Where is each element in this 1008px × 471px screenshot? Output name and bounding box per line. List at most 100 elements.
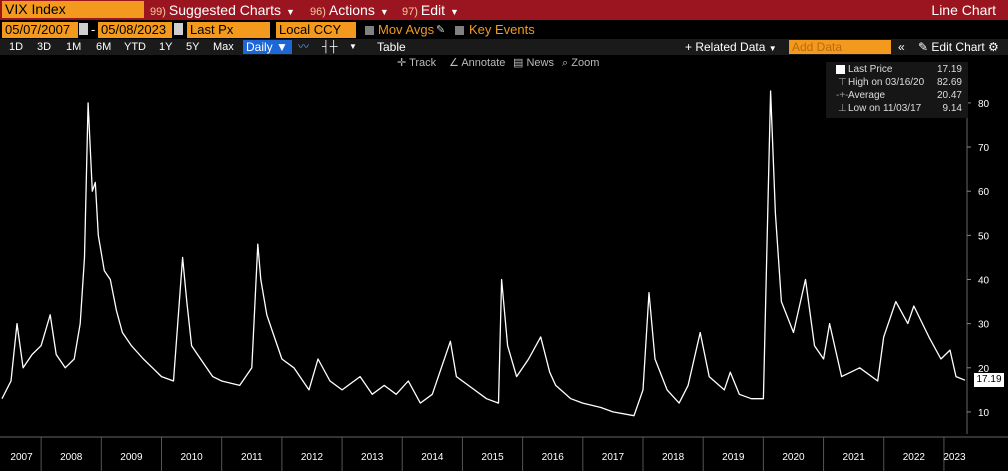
crosshair-icon: ✛: [397, 57, 407, 69]
mov-avgs-checkbox[interactable]: [365, 26, 374, 35]
x-tick-label: 2021: [843, 452, 866, 463]
y-tick-label: 20: [978, 364, 990, 375]
legend-value: 20.47: [936, 90, 962, 101]
y-tick-label: 50: [978, 231, 990, 242]
x-tick-label: 2023: [943, 452, 966, 463]
magnifier-icon: ⌕: [562, 57, 569, 69]
legend-panel: Last Price 17.19 ⊤ High on 03/16/20 82.6…: [826, 62, 968, 118]
chart-series: [1, 90, 966, 417]
x-axis: 2007 2008 2009 2010 2011 2012 2013 2014 2015 2016…: [0, 436, 1008, 471]
legend-label: High on 03/16/20: [848, 77, 925, 88]
menu-number: 96): [310, 6, 326, 18]
edit-chart-button[interactable]: ✎ Edit Chart: [918, 39, 985, 55]
high-marker-icon: ⊤: [838, 77, 847, 88]
suggested-charts-menu[interactable]: 99) Suggested Charts ▼: [150, 1, 295, 19]
last-price-swatch: [836, 65, 845, 74]
table-button[interactable]: Table: [377, 40, 406, 54]
calendar-icon[interactable]: [174, 23, 183, 35]
x-tick-label: 2017: [602, 452, 625, 463]
track-tool[interactable]: ✛ Track: [397, 56, 436, 70]
track-label: Track: [409, 57, 437, 69]
x-tick-label: 2012: [301, 452, 324, 463]
line-chart-icon[interactable]: 〰: [298, 41, 309, 53]
frequency-select[interactable]: Daily ▼: [243, 40, 292, 54]
end-date-field[interactable]: 05/08/2023: [98, 22, 172, 38]
y-axis: 10 20 30 40 50 60 70 80: [966, 72, 990, 434]
chart-type-title: Line Chart: [931, 2, 996, 18]
legend-label: Average: [848, 90, 886, 101]
caret-down-icon: ▼: [450, 7, 459, 17]
zoom-label: Zoom: [571, 57, 600, 69]
field-select[interactable]: Last Px: [187, 22, 270, 38]
annotate-icon: ∠: [449, 57, 459, 69]
period-max[interactable]: Max: [213, 41, 234, 53]
zoom-tool[interactable]: ⌕ Zoom: [562, 56, 599, 70]
news-icon: ▤: [513, 57, 524, 69]
period-1d[interactable]: 1D: [9, 41, 24, 53]
x-tick-label: 2020: [782, 452, 805, 463]
legend-value: 82.69: [936, 77, 962, 88]
y-tick-label: 60: [978, 187, 990, 198]
bar-style-icon[interactable]: ┤┼: [322, 41, 338, 53]
x-tick-label: 2016: [542, 452, 565, 463]
legend-low: ⊥ Low on 11/03/17 9.14: [826, 103, 968, 115]
legend-label: Low on 11/03/17: [848, 103, 922, 114]
vix-series-line: [1, 90, 966, 417]
news-label: News: [526, 57, 554, 69]
key-events-checkbox[interactable]: [455, 26, 464, 35]
x-tick-label: 2018: [662, 452, 685, 463]
menu-label: Suggested Charts: [168, 2, 281, 18]
edit-chart-label: Edit Chart: [931, 40, 985, 54]
menu-label: Edit: [420, 2, 446, 18]
menu-number: 99): [150, 6, 166, 18]
currency-select[interactable]: Local CCY: [276, 22, 356, 38]
pencil-icon[interactable]: ✎: [436, 24, 446, 36]
date-separator: -: [91, 22, 96, 37]
period-5y[interactable]: 5Y: [186, 41, 200, 53]
ticker-field[interactable]: VIX Index: [2, 1, 144, 18]
header-bar: VIX Index 99) Suggested Charts ▼ 96) Action…: [0, 0, 1008, 20]
period-1y[interactable]: 1Y: [159, 41, 173, 53]
y-tick-label: 10: [978, 408, 990, 419]
y-tick-label: 70: [978, 143, 990, 154]
related-data-button[interactable]: + Related Data ▼: [685, 40, 777, 54]
last-price-tag: 17.19: [974, 373, 1004, 388]
average-marker-icon: -+-: [836, 90, 849, 101]
edit-menu[interactable]: 97) Edit ▼: [402, 1, 459, 19]
period-6m[interactable]: 6M: [96, 41, 112, 53]
y-tick-label: 30: [978, 320, 990, 331]
chevron-down-icon[interactable]: ▼: [349, 42, 357, 51]
actions-menu[interactable]: 96) Actions ▼: [310, 1, 389, 19]
annotate-tool[interactable]: ∠ Annotate: [449, 56, 505, 70]
period-1m[interactable]: 1M: [66, 41, 82, 53]
frequency-label: Daily: [246, 40, 273, 54]
period-ytd[interactable]: YTD: [124, 41, 146, 53]
mov-avgs-label[interactable]: Mov Avgs: [378, 22, 435, 37]
news-tool[interactable]: ▤ News: [513, 56, 554, 70]
start-date-field[interactable]: 05/07/2007: [2, 22, 78, 38]
legend-high: ⊤ High on 03/16/20 82.69: [826, 77, 968, 89]
period-toolbar: 1D 3D 1M 6M YTD 1Y 5Y Max Daily ▼ 〰 ┤┼ ▼…: [0, 39, 1008, 55]
menu-number: 97): [402, 6, 418, 18]
legend-value: 17.19: [936, 64, 962, 75]
collapse-icon[interactable]: «: [898, 40, 905, 54]
low-marker-icon: ⊥: [838, 103, 847, 114]
add-data-input[interactable]: Add Data: [789, 40, 891, 54]
x-tick-label: 2013: [361, 452, 384, 463]
x-tick-label: 2015: [481, 452, 504, 463]
y-tick-label: 40: [978, 275, 990, 286]
gear-icon[interactable]: ⚙: [988, 40, 999, 54]
edit-chart-pencil-icon: ✎: [918, 40, 929, 54]
x-tick-label: 2022: [903, 452, 926, 463]
key-events-label[interactable]: Key Events: [469, 22, 535, 37]
menu-label: Actions: [328, 2, 375, 18]
calendar-icon[interactable]: [79, 23, 88, 35]
options-row: 05/07/2007 - 05/08/2023 Last Px Local CC…: [0, 22, 1008, 39]
period-3d[interactable]: 3D: [37, 41, 52, 53]
x-tick-label: 2009: [120, 452, 143, 463]
legend-last-price: Last Price 17.19: [826, 64, 968, 76]
y-tick-label: 80: [978, 99, 990, 110]
legend-average: -+- Average 20.47: [826, 90, 968, 102]
legend-label: Last Price: [848, 64, 893, 75]
